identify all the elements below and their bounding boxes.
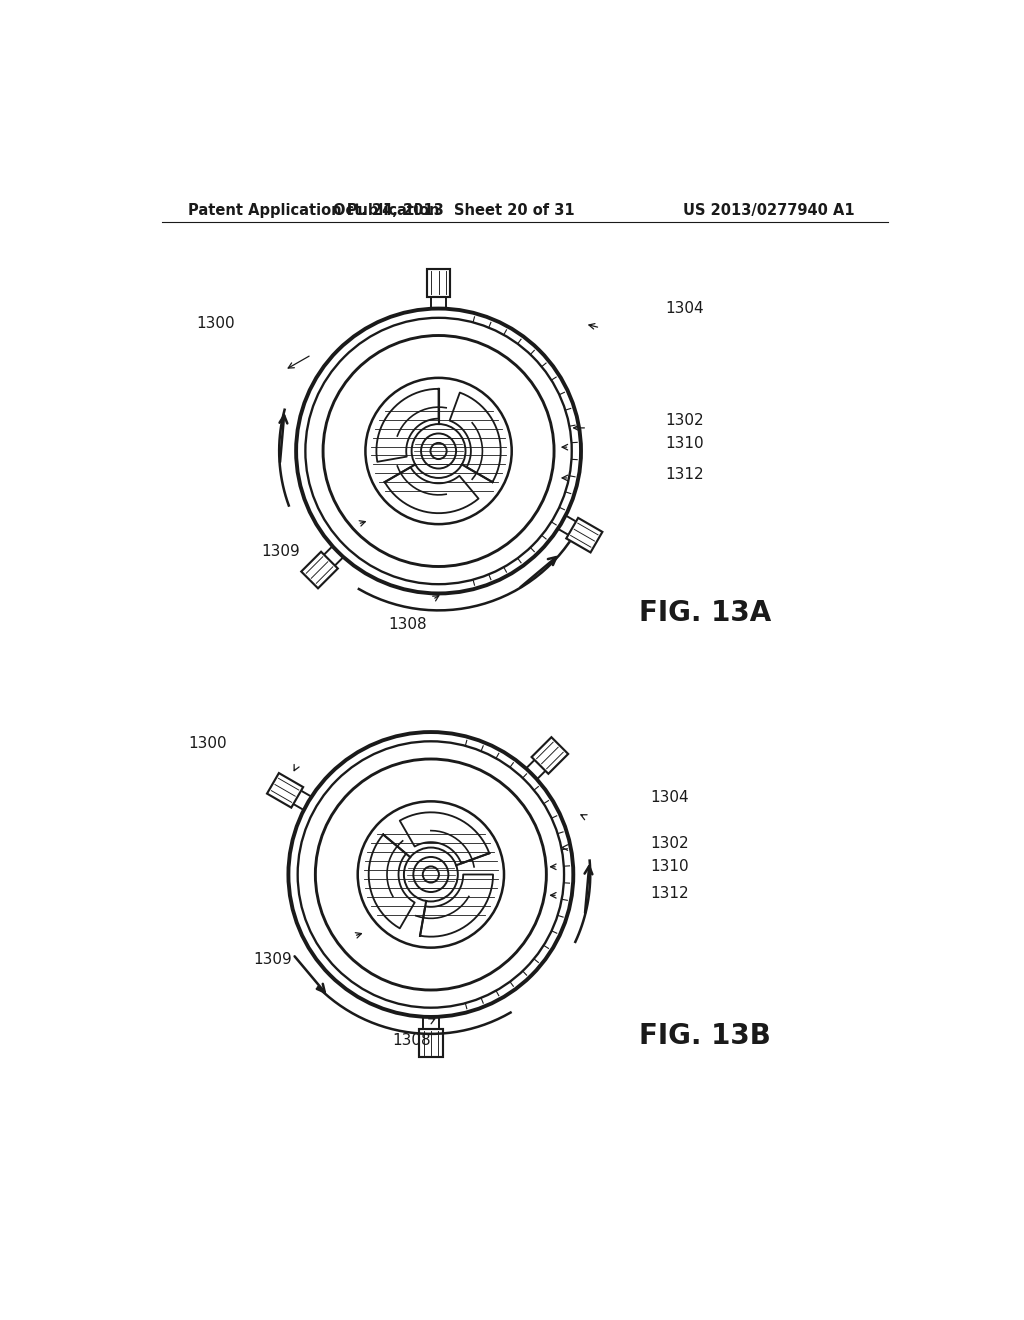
Text: 1302: 1302 xyxy=(650,836,689,851)
Text: 1308: 1308 xyxy=(388,616,427,632)
Text: 1310: 1310 xyxy=(650,859,689,874)
Text: 1300: 1300 xyxy=(196,317,234,331)
Text: 1308: 1308 xyxy=(392,1032,431,1048)
Text: 1309: 1309 xyxy=(261,544,300,558)
Text: FIG. 13A: FIG. 13A xyxy=(639,599,771,627)
Text: 1310: 1310 xyxy=(666,436,705,451)
Text: Oct. 24, 2013  Sheet 20 of 31: Oct. 24, 2013 Sheet 20 of 31 xyxy=(333,203,574,218)
Text: US 2013/0277940 A1: US 2013/0277940 A1 xyxy=(683,203,854,218)
Text: 1304: 1304 xyxy=(666,301,705,315)
Text: 1300: 1300 xyxy=(188,737,227,751)
Text: FIG. 13B: FIG. 13B xyxy=(639,1022,771,1051)
Text: 1309: 1309 xyxy=(254,952,293,966)
Text: 1312: 1312 xyxy=(650,886,689,902)
Text: 1302: 1302 xyxy=(666,413,705,428)
Text: 1304: 1304 xyxy=(650,789,689,805)
Text: Patent Application Publication: Patent Application Publication xyxy=(188,203,440,218)
Text: 1312: 1312 xyxy=(666,466,705,482)
